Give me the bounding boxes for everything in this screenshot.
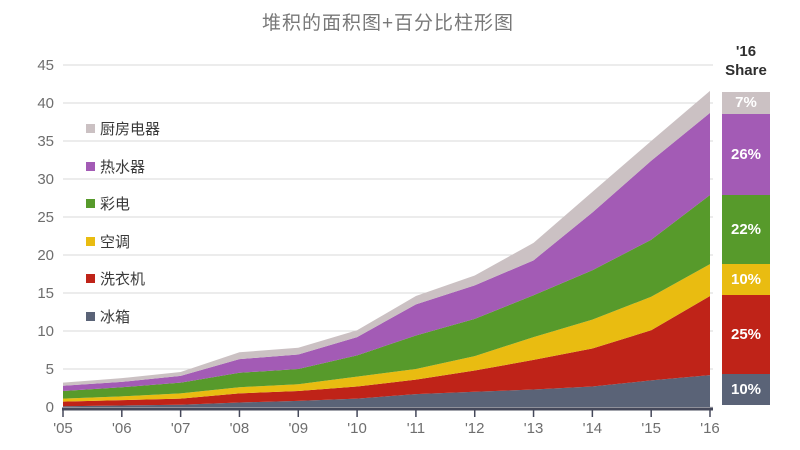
y-tick-label: 45 <box>37 57 54 74</box>
x-tick-label: '08 <box>230 420 250 437</box>
area-series-1 <box>63 296 710 407</box>
y-tick-label: 10 <box>37 323 54 340</box>
share-segment-label: 25% <box>730 326 762 344</box>
legend-swatch-icon <box>86 311 95 321</box>
legend-item[interactable]: 洗衣机 <box>86 260 160 298</box>
x-tick-label: '15 <box>641 420 661 437</box>
legend-item[interactable]: 彩电 <box>86 185 160 223</box>
share-header-label: Share <box>725 62 767 79</box>
legend: 厨房电器热水器彩电空调洗衣机冰箱 <box>86 110 160 335</box>
x-tick-label: '06 <box>112 420 132 437</box>
area-series-4 <box>63 112 710 392</box>
y-tick-label: 20 <box>37 247 54 264</box>
share-segment: 7% <box>722 92 770 114</box>
share-bar: 7% 26% 22% 10% 25% 10% <box>722 92 770 405</box>
x-tick-label: '05 <box>53 420 73 437</box>
x-tick-label: '11 <box>407 420 425 437</box>
legend-item[interactable]: 厨房电器 <box>86 110 160 148</box>
legend-swatch-icon <box>86 124 95 134</box>
share-column-header: '16 Share <box>716 42 776 80</box>
y-tick-label: 5 <box>46 361 54 378</box>
legend-swatch-icon <box>86 274 95 284</box>
share-segment-label: 22% <box>730 221 762 239</box>
share-segment-label: 10% <box>730 271 762 289</box>
share-segment: 25% <box>722 295 770 374</box>
legend-label: 洗衣机 <box>100 271 146 289</box>
share-segment: 26% <box>722 113 770 196</box>
area-series-3 <box>63 194 710 399</box>
y-tick-label: 40 <box>37 95 54 112</box>
share-segment: 10% <box>722 264 770 296</box>
legend-label: 冰箱 <box>100 308 131 326</box>
legend-label: 彩电 <box>100 196 131 214</box>
y-tick-label: 30 <box>37 171 54 188</box>
legend-swatch-icon <box>86 161 95 171</box>
y-tick-label: 15 <box>37 285 54 302</box>
legend-label: 厨房电器 <box>100 121 161 139</box>
legend-label: 热水器 <box>100 158 146 176</box>
legend-swatch-icon <box>86 199 95 209</box>
x-tick-label: '14 <box>583 420 603 437</box>
x-tick-label: '13 <box>524 420 544 437</box>
area-series-0 <box>63 375 710 407</box>
legend-item[interactable]: 热水器 <box>86 148 160 186</box>
x-tick-label: '10 <box>347 420 367 437</box>
legend-swatch-icon <box>86 236 95 246</box>
area-series-2 <box>63 264 710 402</box>
y-tick-label: 0 <box>46 399 54 416</box>
y-tick-label: 35 <box>37 133 54 150</box>
legend-label: 空调 <box>100 233 131 251</box>
x-tick-label: '12 <box>465 420 485 437</box>
x-tick-label: '16 <box>700 420 720 437</box>
share-segment-label: 10% <box>730 380 762 398</box>
legend-item[interactable]: 冰箱 <box>86 298 160 336</box>
x-tick-label: '09 <box>288 420 308 437</box>
share-segment-label: 7% <box>735 94 757 112</box>
share-header-year: '16 <box>735 43 757 60</box>
legend-item[interactable]: 空调 <box>86 223 160 261</box>
x-tick-label: '07 <box>171 420 191 437</box>
chart-title: 堆积的面积图+百分比柱形图 <box>261 13 515 34</box>
y-tick-label: 25 <box>37 209 54 226</box>
share-segment: 22% <box>722 195 770 265</box>
share-segment-label: 26% <box>730 146 762 164</box>
share-segment: 10% <box>722 373 770 405</box>
